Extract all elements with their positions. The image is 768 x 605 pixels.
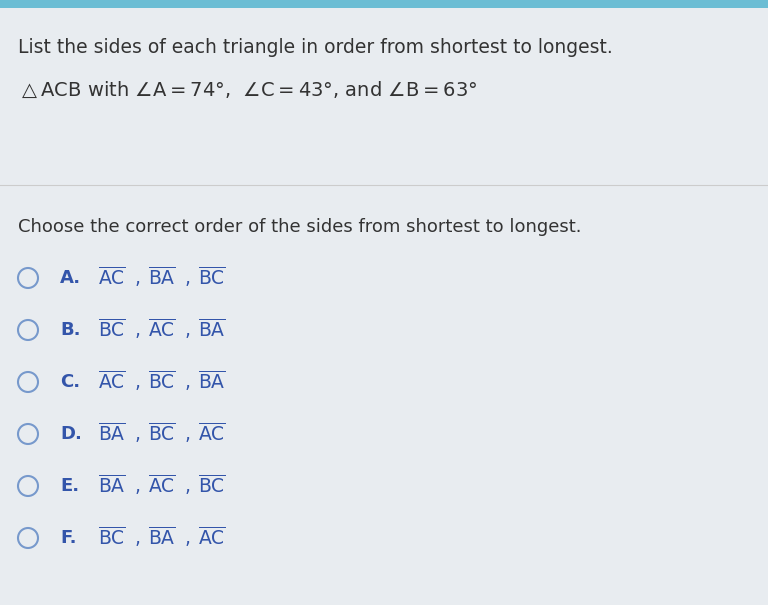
Text: $\overline{\mathrm{BC}}$: $\overline{\mathrm{BC}}$ bbox=[98, 527, 126, 549]
Text: Choose the correct order of the sides from shortest to longest.: Choose the correct order of the sides fr… bbox=[18, 218, 581, 236]
Text: $\overline{\mathrm{BA}}$: $\overline{\mathrm{BA}}$ bbox=[148, 527, 176, 549]
Text: ,: , bbox=[134, 321, 140, 339]
Text: ,: , bbox=[184, 425, 190, 443]
Text: $\overline{\mathrm{BA}}$: $\overline{\mathrm{BA}}$ bbox=[98, 423, 126, 445]
Text: ,: , bbox=[134, 529, 140, 548]
Text: $\overline{\mathrm{BA}}$: $\overline{\mathrm{BA}}$ bbox=[198, 371, 226, 393]
Text: $\overline{\mathrm{AC}}$: $\overline{\mathrm{AC}}$ bbox=[198, 423, 226, 445]
Text: $\overline{\mathrm{BA}}$: $\overline{\mathrm{BA}}$ bbox=[198, 319, 226, 341]
Bar bbox=[0, 0, 768, 8]
Text: ,: , bbox=[184, 321, 190, 339]
Text: $\overline{\mathrm{AC}}$: $\overline{\mathrm{AC}}$ bbox=[98, 267, 126, 289]
Text: $\overline{\mathrm{BC}}$: $\overline{\mathrm{BC}}$ bbox=[198, 475, 226, 497]
Text: ,: , bbox=[184, 529, 190, 548]
Text: ,: , bbox=[134, 373, 140, 391]
Text: ,: , bbox=[184, 373, 190, 391]
Text: ,: , bbox=[184, 477, 190, 495]
Text: $\overline{\mathrm{AC}}$: $\overline{\mathrm{AC}}$ bbox=[198, 527, 226, 549]
Text: $\overline{\mathrm{AC}}$: $\overline{\mathrm{AC}}$ bbox=[148, 319, 176, 341]
Text: ,: , bbox=[134, 269, 140, 287]
Text: C.: C. bbox=[60, 373, 80, 391]
Text: $\triangle$ACB with $\angle$A = 74°,  $\angle$C = 43°, and $\angle$B = 63°: $\triangle$ACB with $\angle$A = 74°, $\a… bbox=[18, 80, 478, 100]
Text: ,: , bbox=[184, 269, 190, 287]
Text: B.: B. bbox=[60, 321, 81, 339]
Text: $\overline{\mathrm{BC}}$: $\overline{\mathrm{BC}}$ bbox=[148, 423, 176, 445]
Text: $\overline{\mathrm{BA}}$: $\overline{\mathrm{BA}}$ bbox=[148, 267, 176, 289]
Text: $\overline{\mathrm{AC}}$: $\overline{\mathrm{AC}}$ bbox=[148, 475, 176, 497]
Text: A.: A. bbox=[60, 269, 81, 287]
Text: D.: D. bbox=[60, 425, 82, 443]
Text: ,: , bbox=[134, 425, 140, 443]
Text: $\overline{\mathrm{BC}}$: $\overline{\mathrm{BC}}$ bbox=[198, 267, 226, 289]
Text: List the sides of each triangle in order from shortest to longest.: List the sides of each triangle in order… bbox=[18, 38, 613, 57]
Text: $\overline{\mathrm{BA}}$: $\overline{\mathrm{BA}}$ bbox=[98, 475, 126, 497]
Text: F.: F. bbox=[60, 529, 77, 547]
Text: E.: E. bbox=[60, 477, 79, 495]
Text: $\overline{\mathrm{AC}}$: $\overline{\mathrm{AC}}$ bbox=[98, 371, 126, 393]
Text: $\overline{\mathrm{BC}}$: $\overline{\mathrm{BC}}$ bbox=[98, 319, 126, 341]
Text: ,: , bbox=[134, 477, 140, 495]
Text: $\overline{\mathrm{BC}}$: $\overline{\mathrm{BC}}$ bbox=[148, 371, 176, 393]
